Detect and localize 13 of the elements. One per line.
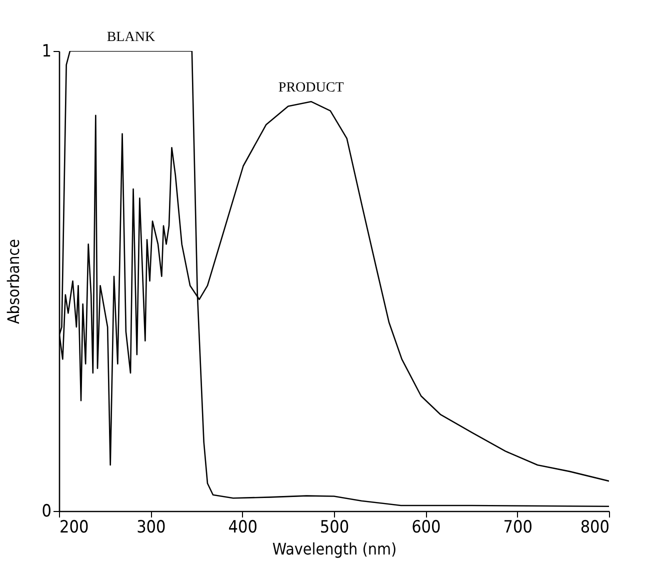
x-tick-label: 800 bbox=[580, 518, 610, 538]
x-tick-label: 300 bbox=[136, 518, 166, 538]
x-tick-label: 500 bbox=[320, 518, 350, 538]
x-axis-title: Wavelength (nm) bbox=[272, 540, 397, 558]
x-tick-label: 400 bbox=[228, 518, 258, 538]
y-tick-label: 0 bbox=[42, 502, 52, 522]
x-tick-label: 600 bbox=[412, 518, 441, 538]
x-tick-label: 700 bbox=[503, 518, 532, 538]
series-label: BLANK bbox=[106, 30, 156, 45]
x-tick-label: 200 bbox=[60, 518, 89, 538]
y-axis-title: Absorbance bbox=[4, 238, 23, 324]
y-tick-label: 1 bbox=[42, 42, 52, 62]
series-label: PRODUCT bbox=[278, 80, 344, 96]
